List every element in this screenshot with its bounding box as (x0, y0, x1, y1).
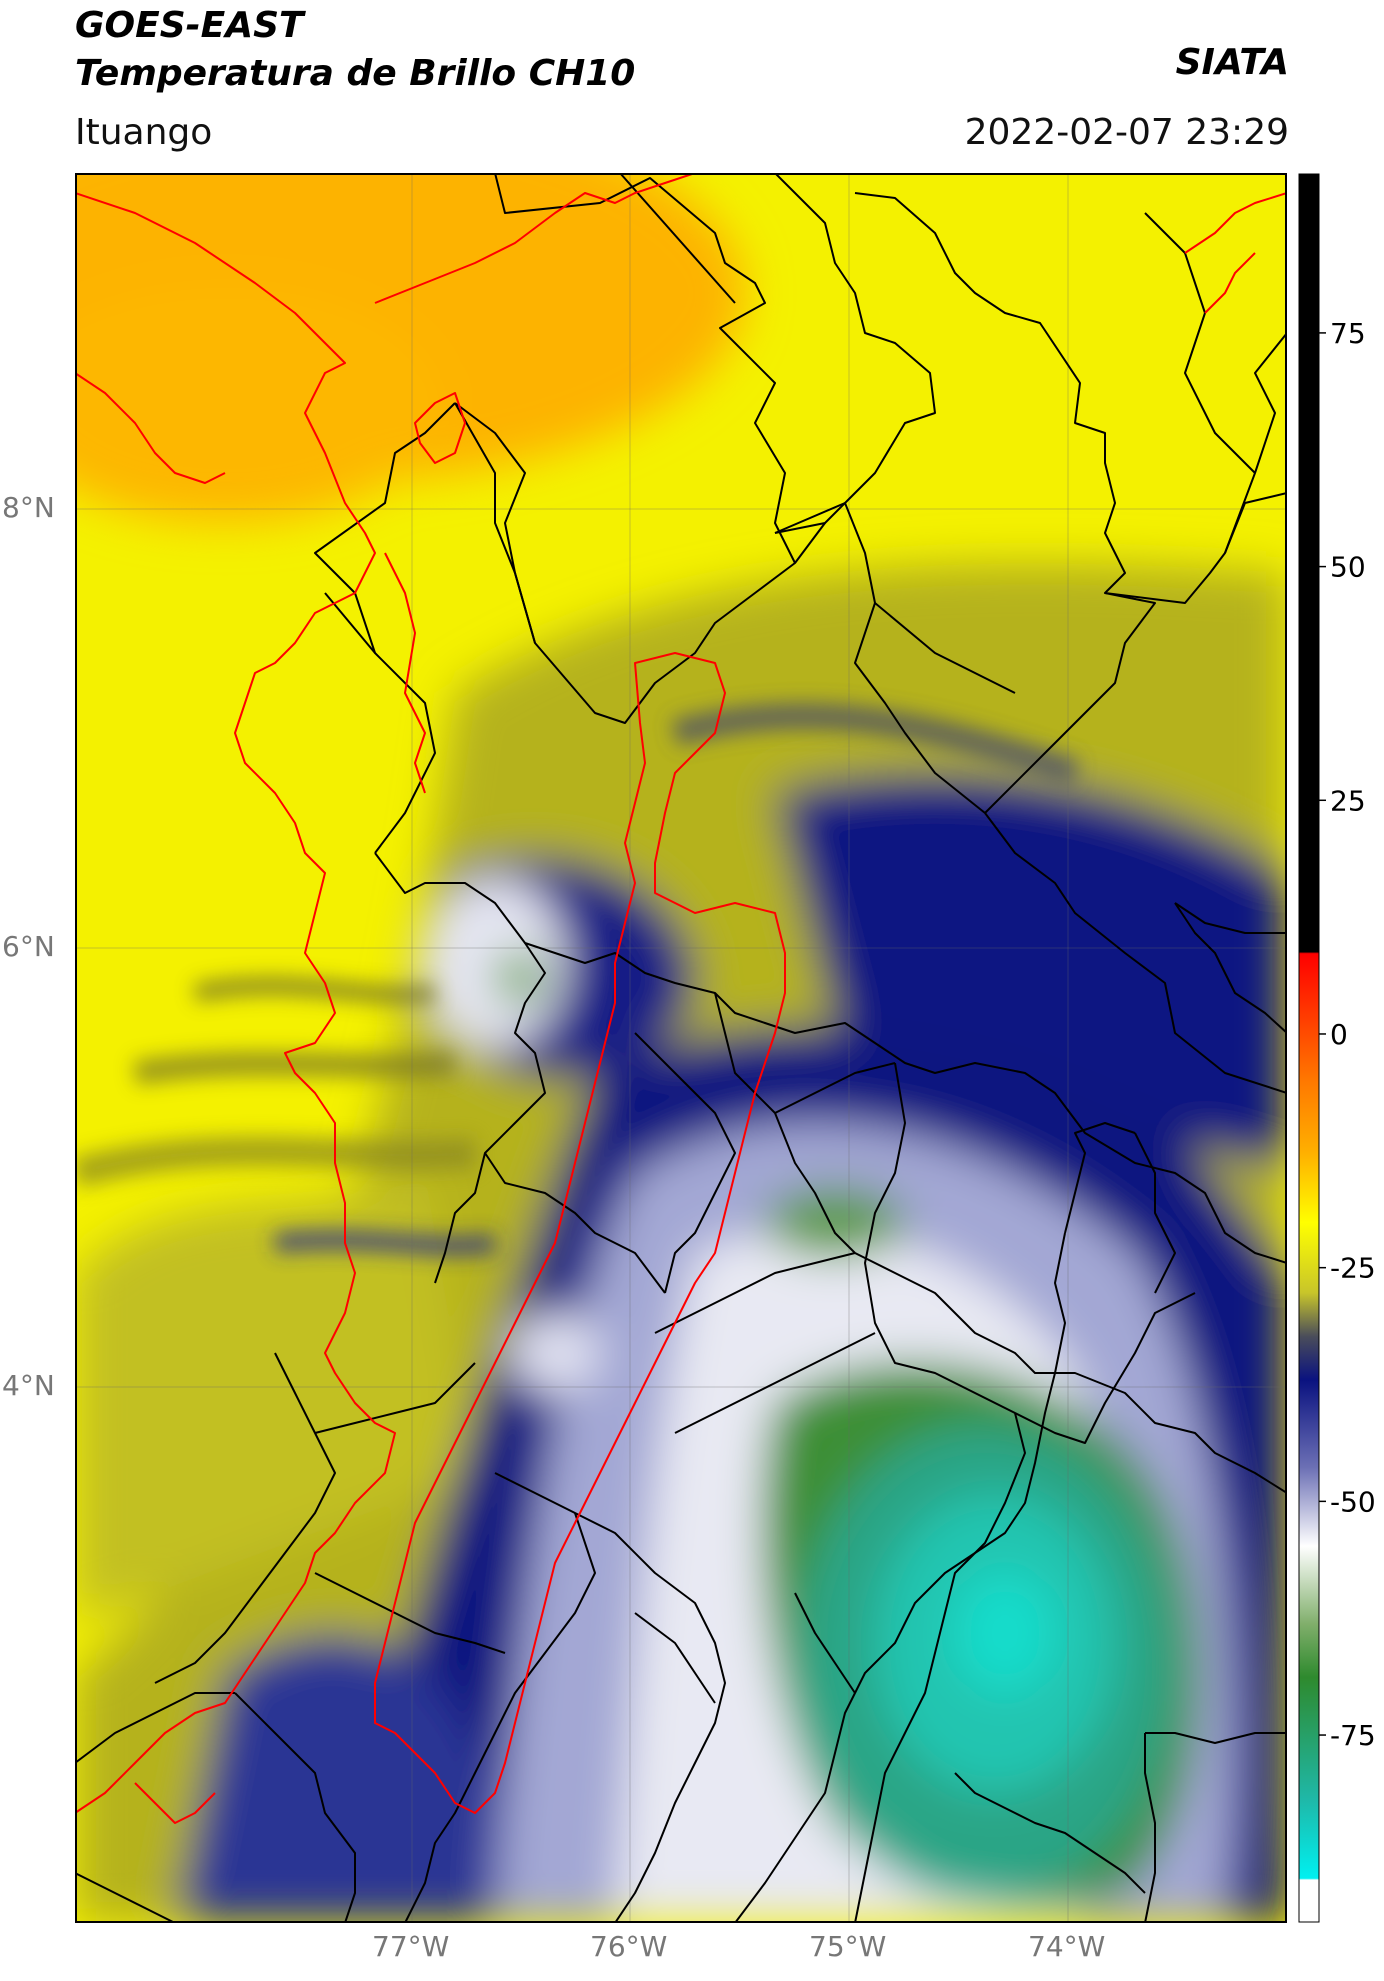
colorbar-tick-label: 50 (1330, 551, 1366, 584)
satellite-title: GOES-EAST (75, 5, 304, 46)
title-block: GOES-EAST Temperatura de Brillo CH10 (75, 2, 635, 98)
lat-label-4: 4°N (2, 1369, 55, 1402)
lat-axis-label-layer: 8°N 6°N 4°N (0, 173, 75, 1923)
timestamp-label: 2022-02-07 23:29 (964, 112, 1289, 153)
colorbar-tick-label: -50 (1330, 1485, 1376, 1518)
region-label: Ituango (75, 112, 213, 153)
colorbar-tick-label: 25 (1330, 784, 1366, 817)
lat-label-6: 6°N (2, 930, 55, 963)
lon-label-75: 75°W (809, 1930, 887, 1963)
colorbar-tick-label: 0 (1330, 1018, 1348, 1051)
colorbar-tick-label: -25 (1330, 1252, 1376, 1285)
lon-label-76: 76°W (590, 1930, 668, 1963)
admin-boundaries (75, 173, 1287, 1923)
colorbar-gradient (1298, 173, 1320, 1923)
colorbar: 75 50 25 0 -25 -50 -75 (1298, 173, 1376, 1923)
colorbar-tick-label: -75 (1330, 1719, 1376, 1752)
lon-label-74: 74°W (1028, 1930, 1106, 1963)
lon-label-77: 77°W (372, 1930, 450, 1963)
colorbar-ticks: 75 50 25 0 -25 -50 -75 (1319, 317, 1376, 1752)
product-title: Temperatura de Brillo CH10 (75, 53, 636, 94)
colorbar-tick-label: 75 (1330, 317, 1366, 350)
organization-label: SIATA (1175, 42, 1289, 83)
map-frame (75, 173, 1287, 1923)
lon-axis-label-layer: 77°W 76°W 75°W 74°W (75, 1930, 1287, 1975)
brightness-temperature-map (75, 173, 1287, 1923)
lat-label-8: 8°N (2, 491, 55, 524)
cloud-streaks (75, 703, 1080, 1256)
temperature-field (75, 173, 1287, 1923)
coastline (75, 173, 1287, 1824)
gridlines (75, 173, 1287, 1923)
